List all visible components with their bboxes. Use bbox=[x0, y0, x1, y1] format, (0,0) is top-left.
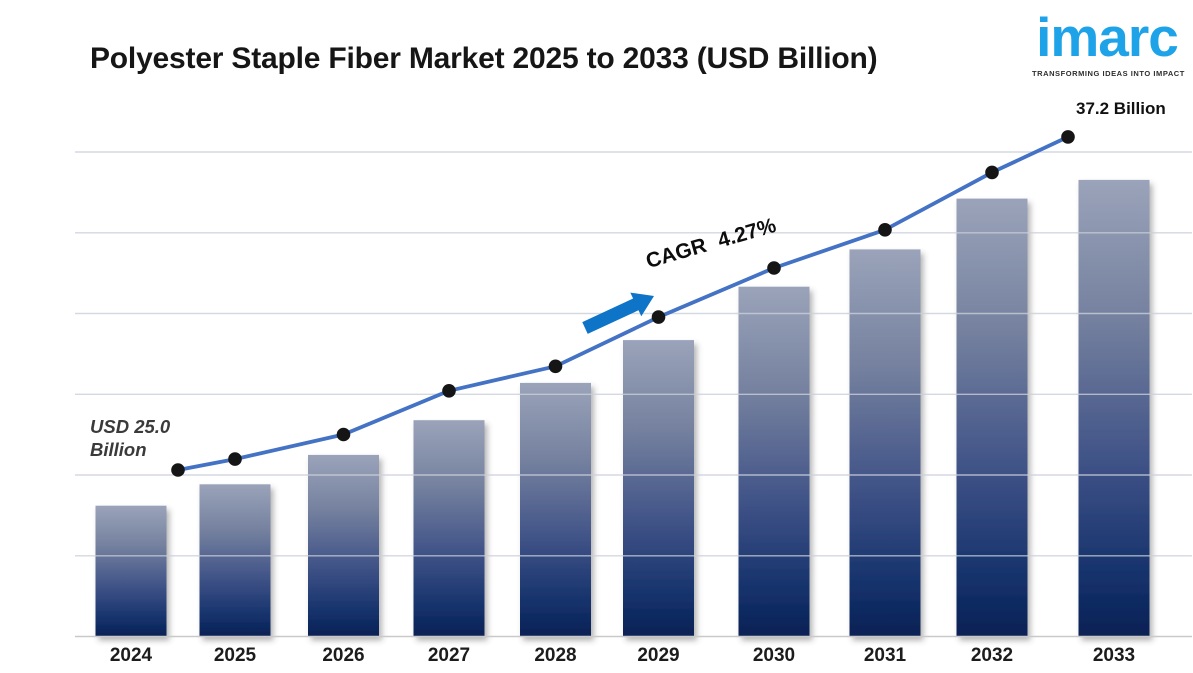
bar-2027 bbox=[413, 420, 485, 637]
bar-2024 bbox=[95, 505, 167, 637]
bar-2028 bbox=[520, 382, 591, 637]
x-axis-label-2026: 2026 bbox=[322, 645, 365, 666]
imarc-logo: imarc TRANSFORMING IDEAS INTO IMPACT bbox=[1032, 6, 1185, 79]
trend-point-2028 bbox=[548, 359, 563, 374]
x-axis-label-2027: 2027 bbox=[427, 645, 471, 666]
x-axis-label-2024: 2024 bbox=[109, 645, 153, 666]
x-axis-label-2033: 2033 bbox=[1092, 645, 1136, 666]
page-title: Polyester Staple Fiber Market 2025 to 20… bbox=[90, 42, 878, 75]
x-axis-label-2032: 2032 bbox=[970, 645, 1014, 666]
trend-line bbox=[177, 135, 1069, 472]
bar-2033 bbox=[1078, 179, 1150, 637]
trend-point-2026 bbox=[336, 427, 351, 442]
trend-point-2024 bbox=[171, 463, 185, 477]
bar-2025 bbox=[199, 484, 271, 637]
bar-2031 bbox=[849, 249, 921, 637]
end-value-label: 37.2 Billion bbox=[1076, 99, 1166, 118]
x-axis-label-2025: 2025 bbox=[213, 645, 257, 666]
bar-2032 bbox=[956, 198, 1028, 637]
x-axis-label-2029: 2029 bbox=[637, 645, 680, 666]
start-value-label: USD 25.0 Billion bbox=[90, 416, 170, 461]
trend-point-2033 bbox=[1061, 130, 1075, 144]
start-value-line1: USD 25.0 bbox=[90, 416, 171, 437]
trend-arrow-icon bbox=[582, 292, 654, 334]
trend-point-2030 bbox=[767, 261, 781, 275]
trend-point-2027 bbox=[442, 384, 456, 398]
x-axis-label-2030: 2030 bbox=[752, 645, 796, 666]
start-value-line2: Billion bbox=[90, 438, 147, 460]
trend-point-2031 bbox=[878, 223, 892, 237]
bar-2029 bbox=[623, 340, 694, 637]
bar-2026 bbox=[308, 454, 379, 637]
imarc-tagline: TRANSFORMING IDEAS INTO IMPACT bbox=[1032, 69, 1185, 78]
trend-point-2029 bbox=[651, 310, 666, 324]
imarc-wordmark: imarc bbox=[1036, 6, 1179, 68]
trend-point-2025 bbox=[228, 452, 242, 466]
trend-point-2032 bbox=[985, 165, 999, 180]
x-axis-label-2028: 2028 bbox=[534, 645, 577, 666]
x-axis-label-2031: 2031 bbox=[863, 645, 907, 666]
bar-2030 bbox=[738, 286, 810, 637]
